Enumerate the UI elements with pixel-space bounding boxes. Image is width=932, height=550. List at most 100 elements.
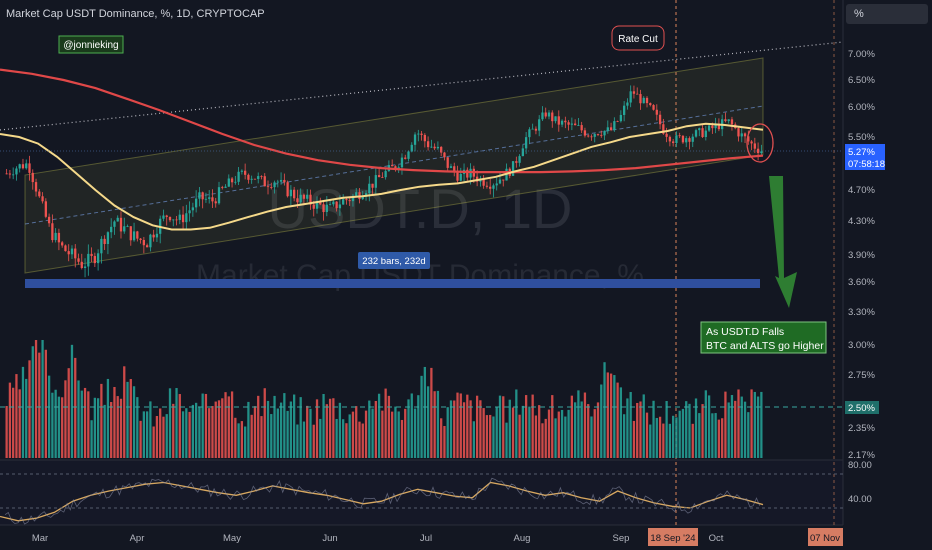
candle-body: [47, 216, 51, 224]
rate-cut-label-box[interactable]: [611, 25, 665, 51]
volume-bar: [760, 391, 763, 458]
volume-bar: [694, 398, 698, 458]
volume-bar: [198, 406, 201, 458]
volume-bar: [688, 403, 691, 458]
candle-body: [132, 231, 136, 241]
candle-body: [573, 123, 577, 126]
volume-bar: [129, 379, 132, 458]
candle-body: [28, 163, 31, 173]
candle-body: [178, 214, 181, 220]
volume-bar: [600, 384, 603, 458]
candle-body: [38, 191, 41, 197]
volume-bar: [113, 386, 116, 458]
candle-body: [616, 121, 619, 122]
candle-body: [404, 157, 407, 159]
candle-body: [126, 226, 129, 228]
time-axis[interactable]: [0, 525, 843, 550]
volume-bar: [698, 413, 701, 458]
volume-bar: [538, 405, 541, 458]
volume-bar: [593, 409, 596, 458]
candle-body: [436, 146, 440, 149]
volume-bar: [724, 391, 727, 458]
candle-body: [652, 105, 655, 110]
volume-bar: [355, 406, 358, 458]
rsi-line[interactable]: [0, 481, 764, 522]
volume-bar: [400, 419, 404, 458]
highlight-circle[interactable]: [746, 123, 774, 163]
unit-selector[interactable]: %: [846, 4, 928, 24]
candle-body: [593, 134, 596, 137]
price-axis[interactable]: [843, 0, 932, 550]
candle-body: [691, 136, 694, 142]
volume-bar: [227, 396, 230, 458]
candle-body: [622, 105, 626, 115]
candle-body: [185, 213, 188, 223]
candle-body: [142, 239, 146, 246]
volume-bar: [28, 360, 31, 458]
volume-bar: [750, 389, 753, 458]
volume-bar: [328, 398, 332, 458]
x-tick-label: Sep: [613, 533, 630, 544]
volume-bar: [449, 400, 453, 458]
candle-body: [260, 176, 263, 177]
candle-body: [276, 181, 279, 183]
callout-box[interactable]: [700, 321, 827, 354]
candle-body: [685, 138, 688, 143]
rate-cut-date-tag: [648, 528, 698, 546]
volume-bar: [603, 362, 606, 458]
candle-body: [168, 216, 172, 221]
candle-body: [658, 114, 662, 125]
candle-body: [302, 194, 306, 199]
volume-bar: [253, 406, 257, 458]
candle-body: [466, 169, 469, 178]
volume-bar: [276, 408, 279, 458]
candle-body: [371, 183, 374, 188]
candle-body: [531, 128, 534, 130]
y-tick-label: 6.50%: [848, 75, 875, 86]
volume-bar: [57, 396, 61, 458]
ma-long-line[interactable]: [0, 68, 764, 174]
price-tag-countdown: 07:58:18: [848, 159, 885, 170]
candle-body: [106, 232, 110, 244]
volume-bar: [25, 378, 28, 458]
candle-body: [694, 130, 698, 137]
volume-bar: [469, 400, 472, 458]
volume-bar: [181, 411, 185, 458]
price-tag: [845, 144, 885, 170]
candle-body: [110, 226, 113, 233]
volume-bar: [342, 419, 345, 458]
candle-body: [544, 112, 547, 117]
volume-bar: [224, 392, 227, 458]
candle-body: [730, 119, 734, 125]
candle-body: [119, 217, 123, 232]
candle-body: [194, 198, 198, 208]
candle-body: [25, 163, 28, 169]
candle-body: [528, 129, 531, 138]
candle-body: [596, 134, 600, 135]
volume-bar: [511, 407, 515, 458]
volume-bar: [446, 407, 449, 458]
volume-bar: [426, 386, 430, 458]
candle-body: [96, 253, 100, 264]
ma-short-line[interactable]: [0, 122, 764, 231]
down-arrow[interactable]: [769, 176, 797, 308]
volume-bar: [417, 395, 420, 458]
volume-bar: [34, 340, 38, 458]
volume-bar: [743, 401, 747, 458]
candle-body: [430, 146, 433, 148]
candle-body: [224, 186, 227, 188]
candle-body: [645, 97, 649, 104]
volume-bar: [756, 396, 760, 458]
volume-bar: [191, 404, 195, 458]
volume-bar: [266, 400, 270, 458]
volume-bar: [296, 424, 299, 458]
candle-body: [449, 166, 453, 168]
volume-bar: [609, 373, 613, 458]
candle-body: [636, 93, 639, 95]
volume-bar: [505, 422, 508, 458]
volume-bar: [675, 417, 678, 458]
bars-range-bar[interactable]: [25, 279, 760, 288]
candle-body: [495, 183, 498, 186]
volume-bar: [119, 398, 123, 458]
